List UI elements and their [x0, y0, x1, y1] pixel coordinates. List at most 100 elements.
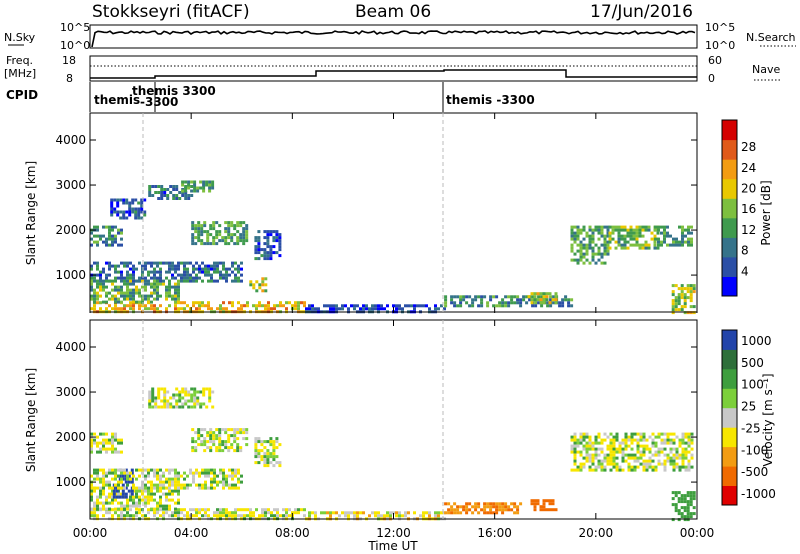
heatmap-cell-14 [626, 231, 630, 235]
heatmap-cell-0 [297, 508, 300, 512]
heatmap-cell-12 [680, 494, 684, 498]
heatmap-cell-2 [105, 276, 108, 280]
heatmap-cell-1 [120, 507, 123, 511]
heatmap-cell-9 [465, 505, 469, 509]
heatmap-cell-15 [690, 243, 693, 247]
heatmap-cell-3 [213, 471, 216, 475]
heatmap-cell-3 [153, 471, 156, 475]
heatmap-cell-0 [237, 307, 240, 311]
heatmap-cell-3 [135, 477, 138, 481]
heatmap-cell-7 [266, 458, 270, 462]
heatmap-cell-3 [183, 477, 186, 481]
heatmap-cell-6 [209, 437, 213, 441]
heatmap-cell-3 [117, 486, 120, 490]
heatmap-cell-0 [291, 511, 294, 515]
heatmap-cell-3 [138, 474, 141, 478]
heatmap-cell-15 [663, 231, 666, 235]
heatmap-cell-7 [245, 239, 249, 243]
heatmap-cell-14 [641, 228, 645, 232]
heatmap-cell-2 [192, 264, 195, 268]
heatmap-cell-0 [303, 508, 306, 512]
heatmap-cell-9 [504, 502, 508, 506]
heatmap-cell-2 [177, 264, 180, 268]
heatmap-cell-1 [177, 279, 180, 283]
heatmap-cell-15 [663, 240, 666, 244]
heatmap-cell-6 [245, 431, 249, 435]
heatmap-cell-11 [627, 444, 631, 448]
heatmap-cell-15 [654, 237, 657, 241]
heatmap-cell-9 [477, 505, 481, 509]
heatmap-cell-11 [477, 304, 481, 308]
heatmap-cell-2 [135, 267, 138, 271]
heatmap-cell-15 [690, 231, 693, 235]
heatmap-cell-2 [141, 276, 144, 280]
heatmap-cell-11 [612, 447, 616, 451]
heatmap-cell-1 [153, 297, 156, 301]
heatmap-cell-15 [678, 240, 681, 244]
heatmap-cell-3 [96, 471, 99, 475]
heatmap-cell-2 [121, 495, 125, 499]
heatmap-cell-8 [261, 283, 265, 287]
heatmap-cell-0 [246, 301, 249, 305]
heatmap-cell-1 [90, 282, 93, 286]
heatmap-cell-5 [148, 188, 152, 191]
heatmap-cell-1 [159, 489, 162, 493]
heatmap-cell-6 [205, 183, 209, 187]
heatmap-cell-11 [453, 301, 457, 305]
heatmap-cell-14 [629, 228, 633, 232]
heatmap-cell-3 [105, 483, 108, 487]
heatmap-cell-15 [663, 237, 666, 241]
heatmap-cell-7 [212, 242, 216, 246]
heatmap-cell-13 [582, 243, 586, 247]
heatmap-cell-6 [233, 440, 237, 444]
heatmap-cell-1 [126, 501, 129, 505]
heatmap-cell-11 [585, 459, 589, 463]
nsky-label: N.Sky [4, 31, 36, 44]
heatmap-cell-9 [450, 511, 454, 515]
heatmap-cell-1 [120, 501, 123, 505]
heatmap-cell-3 [171, 477, 174, 481]
heatmap-cell-7 [257, 437, 261, 441]
heatmap-cell-11 [672, 432, 676, 436]
heatmap-cell-11 [642, 459, 646, 463]
heatmap-cell-12 [692, 494, 696, 498]
heatmap-cell-11 [483, 295, 487, 299]
heatmap-cell-3 [210, 483, 213, 487]
heatmap-cell-4 [108, 438, 111, 442]
heatmap-cell-11 [615, 432, 619, 436]
heatmap-cell-11 [654, 444, 658, 448]
heatmap-cell-0 [297, 301, 300, 305]
heatmap-cell-11 [603, 468, 607, 472]
heatmap-cell-7 [209, 224, 213, 228]
heatmap-cell-0 [207, 508, 210, 512]
heatmap-cell-9 [453, 502, 457, 506]
heatmap-cell-3 [120, 471, 123, 475]
heatmap-cell-0 [234, 508, 237, 512]
heatmap-cell-3 [99, 477, 102, 481]
heatmap-cell-3 [237, 486, 240, 490]
heatmap-cell-1 [126, 498, 129, 502]
heatmap-cell-5 [175, 393, 179, 397]
heatmap-cell-13 [579, 243, 583, 247]
heatmap-cell-3 [231, 483, 234, 487]
heatmap-cell-12 [686, 503, 690, 507]
heatmap-cell-7 [212, 236, 216, 240]
heatmap-cell-5 [151, 405, 155, 409]
heatmap-cell-11 [684, 456, 688, 460]
heatmap-cell-15 [666, 243, 669, 247]
heatmap-cell-2 [105, 273, 108, 277]
heatmap-cell-0 [171, 514, 174, 518]
heatmap-cell-0 [222, 508, 225, 512]
heatmap-cell-11 [591, 462, 595, 466]
heatmap-cell-13 [579, 246, 583, 250]
heatmap-cell-11 [627, 456, 631, 460]
heatmap-cell-1 [93, 300, 96, 304]
heatmap-cell-2 [126, 273, 129, 277]
heatmap-cell-0 [222, 301, 225, 305]
heatmap-cell-12 [680, 506, 684, 510]
heatmap-cell-1 [135, 495, 138, 499]
heatmap-cell-12 [530, 298, 534, 302]
heatmap-cell-7 [245, 224, 249, 228]
